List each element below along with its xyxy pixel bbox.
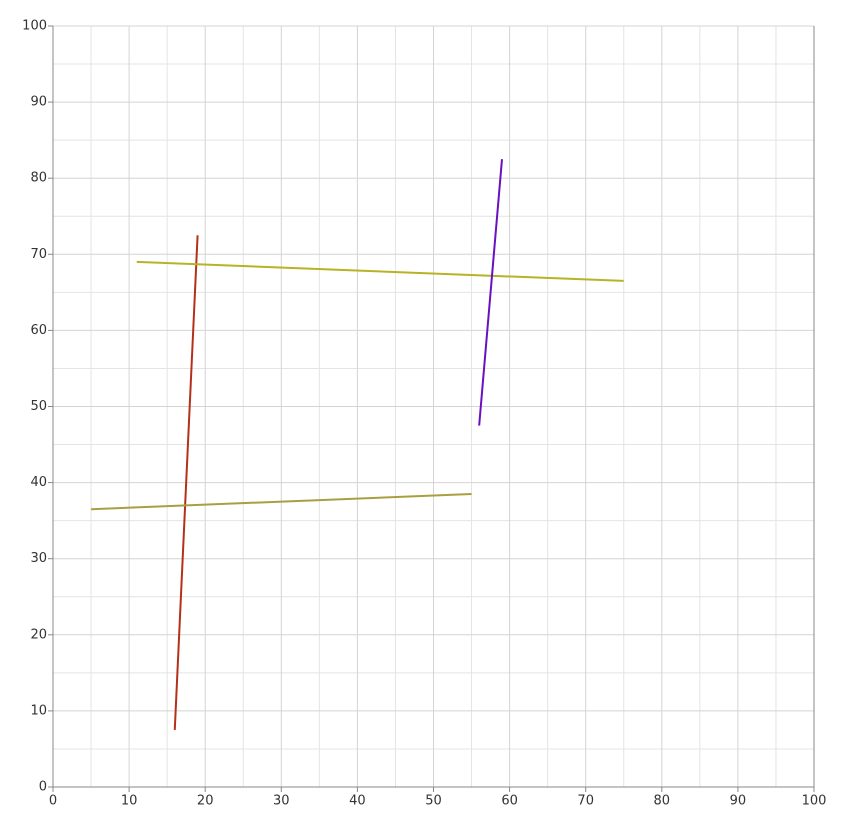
x-tick-label: 100 [802, 794, 827, 809]
y-tick-label: 70 [30, 247, 47, 262]
x-tick-label: 90 [730, 794, 747, 809]
y-tick-label: 90 [30, 95, 47, 110]
x-tick-label: 20 [197, 794, 214, 809]
x-tick-label: 70 [577, 794, 594, 809]
y-tick-label: 50 [30, 399, 47, 414]
x-tick-label: 0 [49, 794, 57, 809]
series-line [136, 260, 624, 282]
x-tick-label: 80 [654, 794, 671, 809]
y-tick-label: 20 [30, 627, 47, 642]
x-tick-label: 30 [273, 794, 290, 809]
series-line [173, 235, 199, 730]
x-tick-label: 40 [349, 794, 366, 809]
x-tick-label: 10 [121, 794, 138, 809]
y-tick-label: 30 [30, 551, 47, 566]
y-tick-label: 80 [30, 171, 47, 186]
y-tick-label: 100 [22, 19, 47, 34]
series-line [478, 159, 503, 426]
y-tick-label: 40 [30, 475, 47, 490]
y-tick-label: 10 [30, 703, 47, 718]
y-tick-label: 0 [39, 780, 47, 795]
y-tick-label: 60 [30, 323, 47, 338]
x-tick-label: 60 [501, 794, 518, 809]
x-tick-label: 50 [425, 794, 442, 809]
series-line [91, 493, 472, 511]
